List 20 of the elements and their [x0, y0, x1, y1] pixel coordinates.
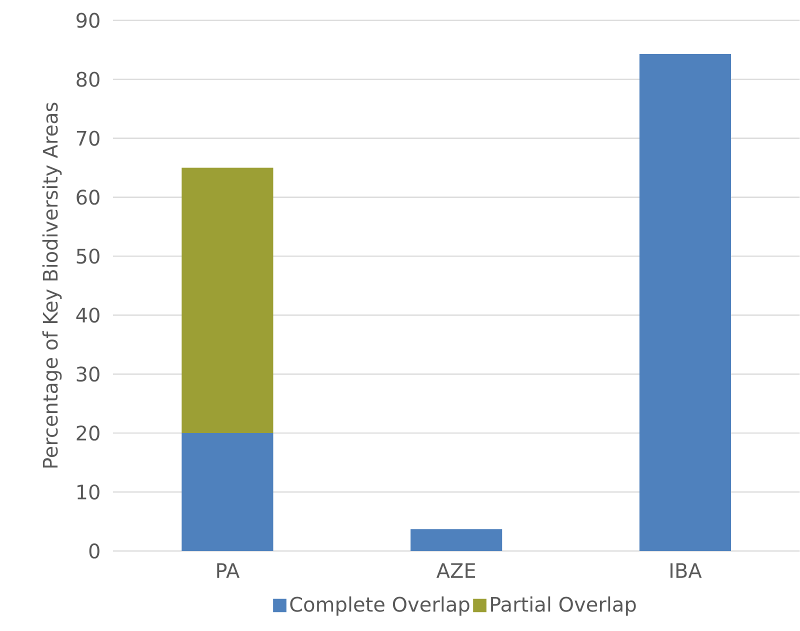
y-tick-label: 20 [76, 425, 100, 441]
y-tick-label: 10 [77, 484, 100, 500]
y-tick-label: 90 [76, 12, 100, 28]
y-tick-label: 30 [76, 366, 100, 382]
y-tick-label: 60 [76, 190, 100, 205]
bar [182, 168, 274, 434]
x-tick-label: AZE [436, 563, 476, 578]
bar [639, 54, 731, 551]
x-tick-label: PA [217, 563, 240, 578]
y-tick-label: 80 [76, 72, 100, 87]
legend-label: Complete Overlap [290, 596, 470, 616]
legend-label: Partial Overlap [491, 596, 636, 616]
x-tick-label: IBA [670, 563, 702, 578]
y-tick-label: 0 [89, 543, 100, 559]
bar [410, 529, 502, 551]
bar [182, 433, 274, 551]
y-axis-title: Percentage of Key Biodiversity Areas [42, 102, 62, 468]
y-tick-label: 70 [76, 130, 100, 146]
y-tick-label: 40 [76, 308, 100, 323]
y-tick-label: 50 [76, 248, 100, 264]
